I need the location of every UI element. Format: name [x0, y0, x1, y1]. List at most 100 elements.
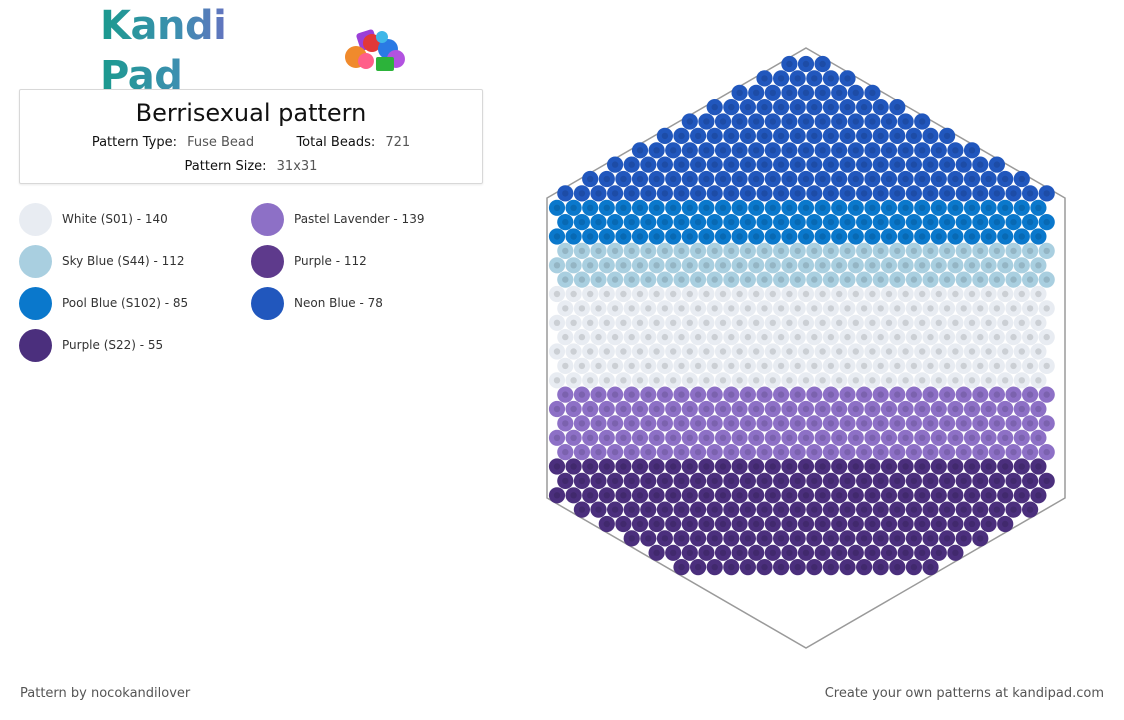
bead	[980, 400, 997, 418]
bead	[706, 242, 723, 259]
bead	[681, 343, 698, 360]
bead-hole	[620, 204, 627, 211]
bead-hole	[844, 563, 851, 571]
bead	[947, 142, 964, 159]
bead-hole	[728, 276, 735, 283]
bead-hole	[786, 89, 793, 96]
bead	[963, 343, 981, 360]
bead-hole	[611, 477, 619, 485]
bead-hole	[811, 362, 818, 370]
bead-hole	[919, 348, 926, 355]
bead-hole	[1043, 247, 1050, 255]
bead-hole	[678, 506, 685, 513]
bead-hole	[777, 276, 785, 283]
bead-hole	[611, 218, 619, 226]
bead-hole	[553, 290, 561, 298]
bead	[822, 357, 839, 374]
bead	[797, 84, 815, 101]
bead-hole	[869, 492, 876, 499]
bead-hole	[993, 477, 1001, 485]
bead-hole	[902, 233, 909, 240]
bead	[781, 55, 798, 73]
bead	[831, 170, 848, 188]
bead-hole	[686, 175, 693, 183]
bead-hole	[620, 348, 627, 355]
bead-hole	[753, 405, 760, 413]
bead-hole	[686, 204, 693, 211]
pattern-meta-row-1: Pattern Type: Fuse Bead Total Beads: 721	[20, 134, 482, 152]
bead	[573, 386, 590, 403]
bead-hole	[844, 247, 851, 255]
bead	[706, 415, 723, 432]
bead-hole	[977, 218, 984, 226]
bead	[623, 472, 640, 489]
bead-hole	[761, 333, 768, 341]
bead-hole	[570, 377, 577, 384]
bead	[806, 70, 823, 87]
bead-hole	[910, 190, 918, 197]
footer-kandipad-link[interactable]: Create your own patterns at kandipad.com	[824, 686, 1104, 701]
bead-hole	[744, 391, 752, 398]
bead	[640, 329, 657, 346]
bead	[831, 429, 848, 446]
bead	[781, 487, 798, 504]
bead	[607, 242, 624, 259]
bead	[856, 271, 873, 288]
bead-hole	[1043, 276, 1050, 283]
bead	[889, 329, 906, 346]
bead-hole	[910, 132, 918, 140]
bead	[681, 314, 698, 331]
bead	[731, 142, 748, 159]
bead	[557, 386, 574, 403]
bead-hole	[952, 463, 959, 470]
bead	[1005, 501, 1022, 518]
bead	[1030, 257, 1047, 274]
bead-hole	[811, 305, 818, 312]
bead-hole	[769, 434, 776, 441]
bead	[631, 257, 649, 274]
bead-hole	[827, 161, 835, 168]
kandi-pad-logo[interactable]: Kandi Pad	[100, 3, 410, 99]
bead-hole	[570, 233, 577, 240]
bead	[1038, 242, 1055, 259]
bead	[997, 170, 1014, 188]
bead-hole	[827, 420, 835, 427]
bead-hole	[1010, 506, 1017, 513]
bead	[822, 559, 839, 576]
bead	[773, 386, 790, 403]
bead	[582, 400, 599, 418]
bead-hole	[794, 477, 801, 485]
bead	[681, 199, 698, 216]
bead-hole	[595, 477, 602, 485]
bead	[656, 156, 673, 173]
bead-hole	[993, 391, 1001, 398]
bead	[856, 99, 873, 116]
bead-hole	[852, 520, 859, 528]
bead-hole	[977, 333, 984, 341]
bead-hole	[902, 492, 909, 499]
bead-hole	[819, 118, 826, 125]
bead	[582, 257, 599, 274]
bead	[615, 314, 632, 331]
bead	[789, 329, 806, 346]
bead	[756, 185, 773, 202]
bead	[831, 285, 848, 303]
bead-hole	[827, 132, 835, 140]
bead-hole	[802, 434, 810, 441]
bead-hole	[811, 276, 818, 283]
bead	[631, 142, 649, 159]
bead	[615, 285, 632, 303]
bead	[789, 242, 806, 259]
bead	[598, 429, 615, 446]
bead-hole	[686, 463, 693, 470]
bead	[897, 372, 914, 389]
bead-hole	[1026, 477, 1034, 485]
bead	[640, 214, 657, 231]
bead-hole	[827, 276, 835, 283]
bead	[764, 142, 781, 159]
bead	[880, 113, 898, 130]
bead-hole	[786, 405, 793, 413]
bead	[582, 372, 599, 389]
bead	[789, 415, 806, 432]
bead	[731, 544, 748, 561]
